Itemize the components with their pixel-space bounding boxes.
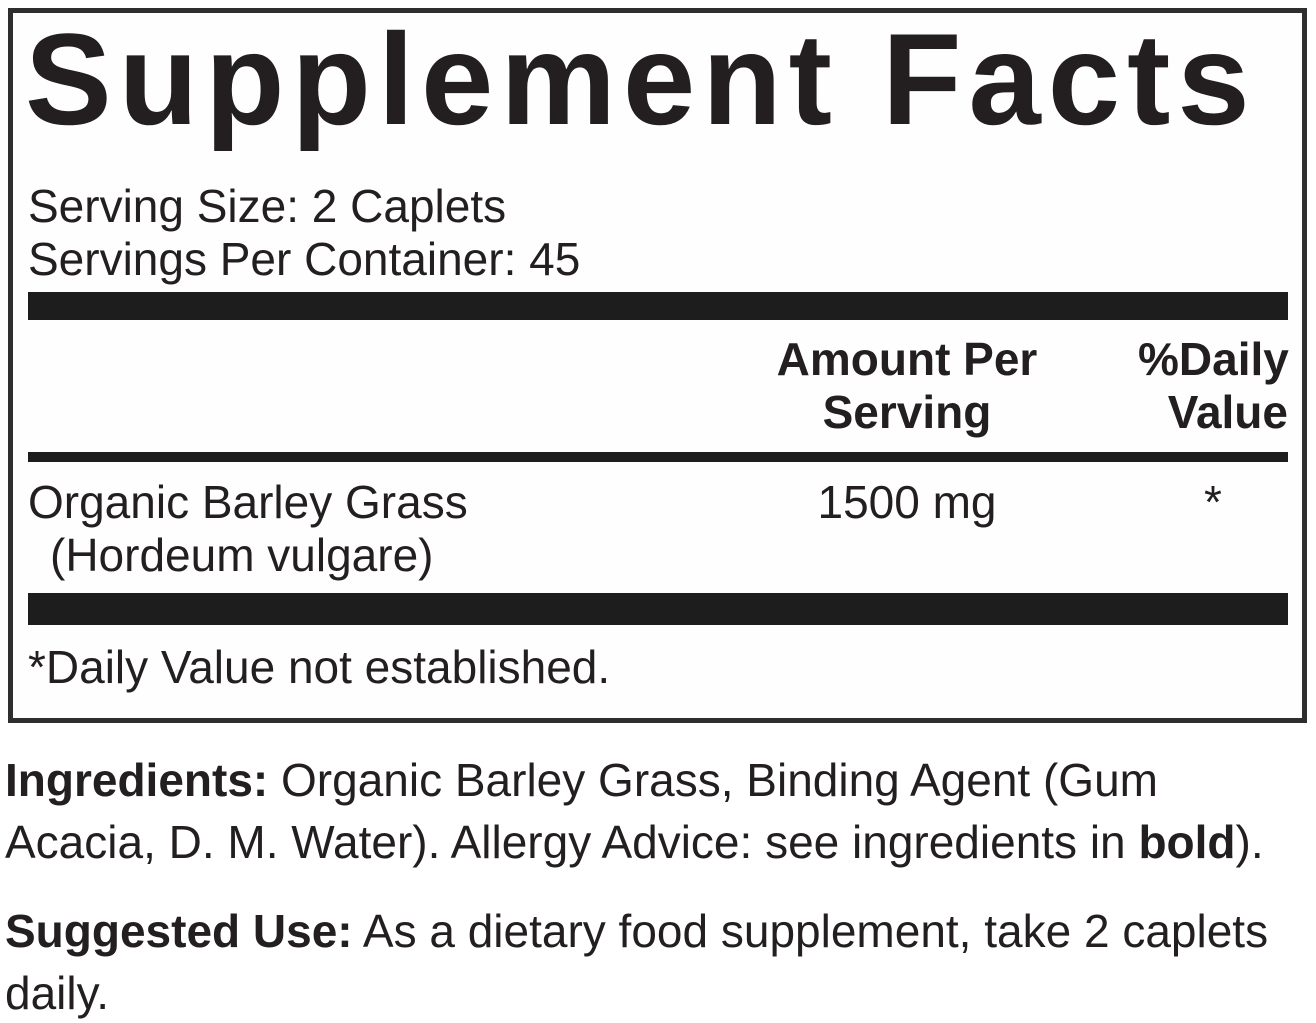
ingredient-name: Organic Barley Grass (Hordeum vulgare) <box>28 476 767 582</box>
suggested-use-paragraph: Suggested Use: As a dietary food supplem… <box>0 900 1316 1023</box>
ingredients-label: Ingredients: <box>5 754 269 807</box>
header-column-gap <box>1047 333 1138 439</box>
column-header-row: Amount Per Serving %Daily Value <box>28 333 1289 439</box>
ingredients-text: Organic Barley Grass, Binding Agent (Gum… <box>5 754 1158 869</box>
divider-thick-top <box>28 292 1288 321</box>
ingredient-row: Organic Barley Grass (Hordeum vulgare) 1… <box>28 476 1288 582</box>
daily-value-footnote: *Daily Value not established. <box>28 641 611 694</box>
suggested-use-text: As a dietary food supplement, take 2 cap… <box>5 905 1269 1020</box>
panel-title: Supplement Facts <box>25 6 1257 152</box>
ingredients-paragraph: Ingredients: Organic Barley Grass, Bindi… <box>0 749 1316 873</box>
ingredient-daily-value: * <box>1204 476 1222 529</box>
divider-thick-bottom <box>28 593 1288 626</box>
serving-size-line: Serving Size: 2 Caplets <box>28 180 507 233</box>
amount-header-line1: Amount Per <box>776 333 1038 386</box>
row-column-gap <box>1047 476 1138 582</box>
ingredient-name-line2: (Hordeum vulgare) <box>50 529 434 582</box>
daily-value-header: %Daily Value <box>1138 333 1289 439</box>
ingredient-name-line1: Organic Barley Grass <box>28 476 468 529</box>
divider-thin <box>28 452 1288 463</box>
servings-per-container-line: Servings Per Container: 45 <box>28 233 581 286</box>
supplement-label-page: Supplement Facts Serving Size: 2 Caplets… <box>0 6 1316 1023</box>
dv-header-line1: %Daily <box>1138 333 1289 386</box>
ingredients-bold-word: bold <box>1138 816 1236 869</box>
header-name-spacer <box>28 333 767 439</box>
ingredient-amount: 1500 mg <box>817 476 997 529</box>
amount-header-line2: Serving <box>822 386 992 439</box>
serving-info: Serving Size: 2 Caplets Servings Per Con… <box>28 180 1288 286</box>
ingredients-text-tail: ). <box>1235 816 1264 869</box>
dv-header-line2: Value <box>1167 386 1288 439</box>
suggested-use-label: Suggested Use: <box>5 905 353 958</box>
amount-per-serving-header: Amount Per Serving <box>767 333 1047 439</box>
supplement-facts-panel: Supplement Facts Serving Size: 2 Caplets… <box>8 6 1307 724</box>
